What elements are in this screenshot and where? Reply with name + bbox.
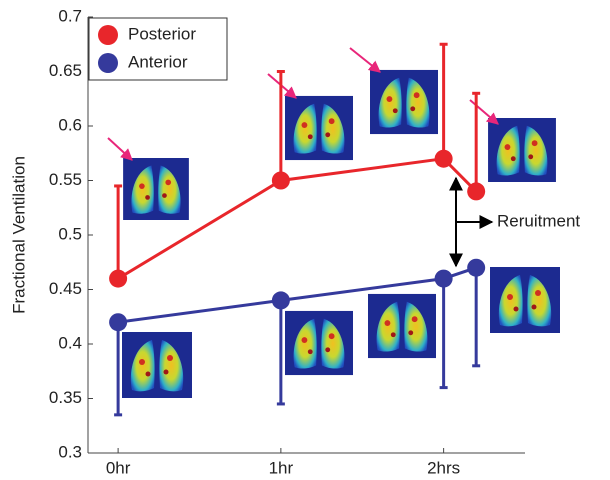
x-tick-label: 1hr <box>269 458 294 477</box>
y-tick-label: 0.6 <box>58 115 82 134</box>
legend-marker <box>98 25 118 45</box>
y-tick-label: 0.35 <box>49 388 82 407</box>
x-tick-label: 2hrs <box>427 458 460 477</box>
y-tick-label: 0.65 <box>49 61 82 80</box>
annotation: Reruitment <box>497 211 580 230</box>
y-tick-label: 0.5 <box>58 224 82 243</box>
y-tick-label: 0.55 <box>49 170 82 189</box>
point <box>435 150 453 168</box>
point <box>435 270 453 288</box>
y-tick-label: 0.45 <box>49 279 82 298</box>
y-tick-label: 0.3 <box>58 442 82 461</box>
legend-marker <box>98 53 118 73</box>
chart: Reruitment Fractional Ventilation 0.3 0.3… <box>0 0 610 480</box>
point <box>467 259 485 277</box>
y-tick-label: 0.7 <box>58 6 82 25</box>
y-axis-label: Fractional Ventilation <box>9 156 28 314</box>
x-tick-label: 0hr <box>106 458 131 477</box>
page: Reruitment Fractional Ventilation 0.3 0.3… <box>0 0 610 480</box>
legend-label: Posterior <box>128 24 196 43</box>
lung-images <box>122 70 560 398</box>
point <box>109 313 127 331</box>
y-tick-label: 0.4 <box>58 333 82 352</box>
legend-label: Anterior <box>128 52 188 71</box>
point <box>272 291 290 309</box>
point <box>272 172 290 190</box>
point <box>109 270 127 288</box>
point <box>467 182 485 200</box>
